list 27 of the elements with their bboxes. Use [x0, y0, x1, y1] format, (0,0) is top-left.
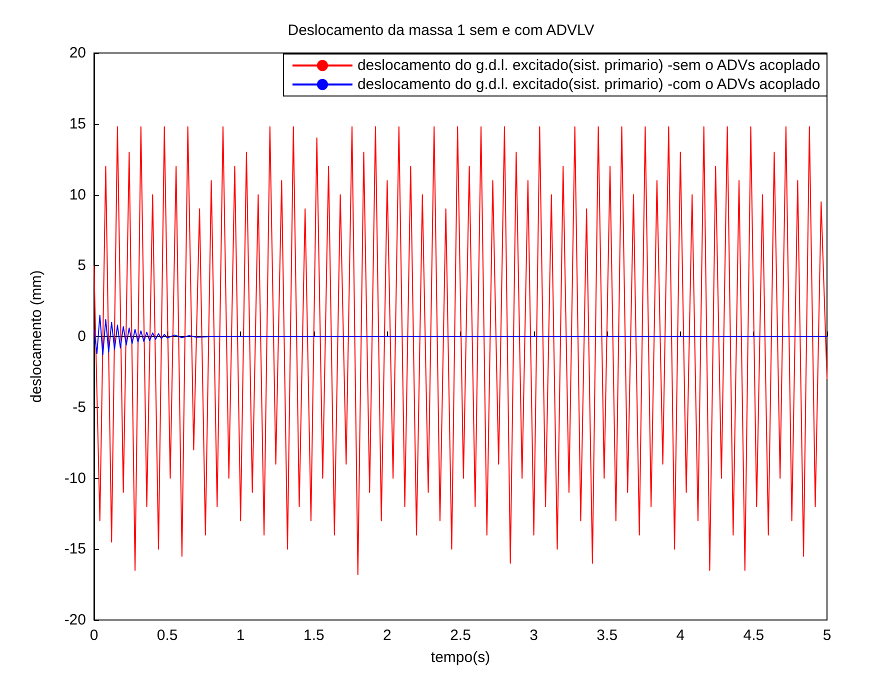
- x-axis-title: tempo(s): [430, 649, 490, 666]
- x-tick-label: 2.5: [450, 627, 471, 644]
- y-tick-label: 10: [69, 186, 86, 204]
- y-tick-label: 20: [69, 44, 86, 62]
- x-tick-label: 4: [676, 627, 685, 644]
- x-tick-label: 0: [90, 627, 98, 644]
- x-tick-label: 0.5: [156, 627, 178, 644]
- x-tick-label: 3: [530, 627, 538, 644]
- line-series: [94, 126, 828, 576]
- y-tick-label: -20: [64, 612, 86, 628]
- y-axis-title: deslocamento (mm): [28, 270, 45, 403]
- y-tick-label: 5: [78, 257, 86, 274]
- x-tick-label: 1: [236, 627, 245, 644]
- x-tick-label: 4.5: [743, 627, 764, 644]
- line-series: [94, 314, 828, 356]
- y-tick-label: -15: [64, 540, 86, 558]
- x-tick-label: 5: [822, 627, 832, 644]
- legend-label: deslocamento do g.d.l. excitado(sist. primario) -sem o ADVs acoplado: [357, 57, 820, 74]
- legend-label: deslocamento do g.d.l. excitado(sist. primario) -com o ADVs acoplado: [357, 76, 820, 93]
- y-tick-label: -5: [72, 398, 86, 416]
- chart-title: Deslocamento da massa 1 sem e com ADVLV: [288, 22, 594, 39]
- y-tick-label: 0: [78, 328, 86, 345]
- x-tick-label: 2: [383, 627, 392, 644]
- y-tick-label: -10: [64, 470, 86, 487]
- x-tick-label: 3.5: [596, 627, 618, 644]
- x-tick-label: 1.5: [303, 627, 324, 644]
- y-tick-label: 15: [69, 115, 86, 132]
